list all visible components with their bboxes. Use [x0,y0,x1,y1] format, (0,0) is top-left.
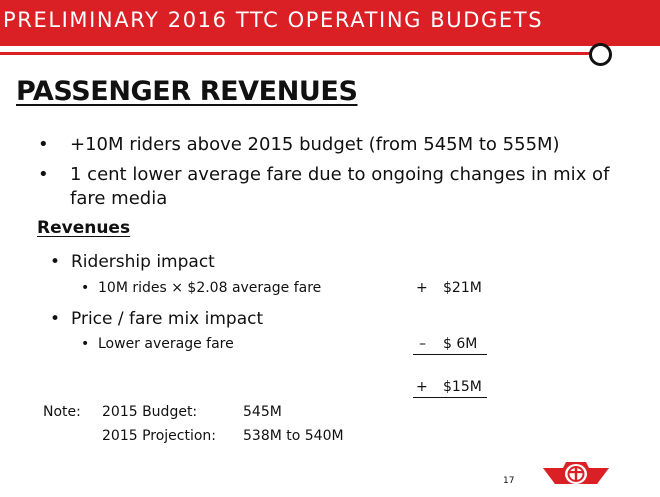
bullet-item: • 1 cent lower average fare due to ongoin… [38,164,609,185]
header-title: PRELIMINARY 2016 TTC OPERATING BUDGETS [3,8,544,32]
bullet-dot-icon: • [50,252,61,272]
note-row-value: 538M to 540M [243,428,344,444]
bullet-dot-icon: • [81,280,90,296]
bullet-text-continuation: fare media [70,188,168,209]
total-sign: + [416,379,428,395]
bullet-dot-icon: • [38,164,49,185]
revenue-item: • Ridership impact [50,252,215,272]
ttc-logo-icon [543,462,609,484]
amount-sign: – [419,336,426,352]
note-row-label: 2015 Budget: [102,404,198,420]
revenues-heading: Revenues [37,218,131,238]
bullet-dot-icon: • [38,134,49,155]
page-number: 17 [503,476,515,486]
bullet-item: • +10M riders above 2015 budget (from 545… [38,134,560,155]
revenue-detail-text: Lower average fare [98,336,234,352]
bullet-text: +10M riders above 2015 budget (from 545M… [70,134,560,155]
bullet-dot-icon: • [81,336,90,352]
amount-value: $21M [443,280,482,296]
header-bar [0,0,660,46]
revenue-detail: • 10M rides × $2.08 average fare [81,280,321,296]
subtotal-underline [413,354,487,355]
total-underline [413,397,487,398]
revenue-item-label: Price / fare mix impact [71,309,264,329]
total-value: $15M [443,379,482,395]
header-rule [0,52,590,55]
note-label: Note: [43,404,81,420]
amount-value: $ 6M [443,336,478,352]
bullet-text: 1 cent lower average fare due to ongoing… [70,164,610,185]
revenue-detail: • Lower average fare [81,336,234,352]
bullet-dot-icon: • [50,309,61,329]
note-row-value: 545M [243,404,282,420]
revenue-item: • Price / fare mix impact [50,309,263,329]
note-row-label: 2015 Projection: [102,428,217,444]
revenue-item-label: Ridership impact [71,252,215,272]
rule-circle-icon [589,43,612,66]
amount-sign: + [416,280,428,296]
slide-title: PASSENGER REVENUES [16,76,358,107]
revenue-detail-text: 10M rides × $2.08 average fare [98,280,322,296]
